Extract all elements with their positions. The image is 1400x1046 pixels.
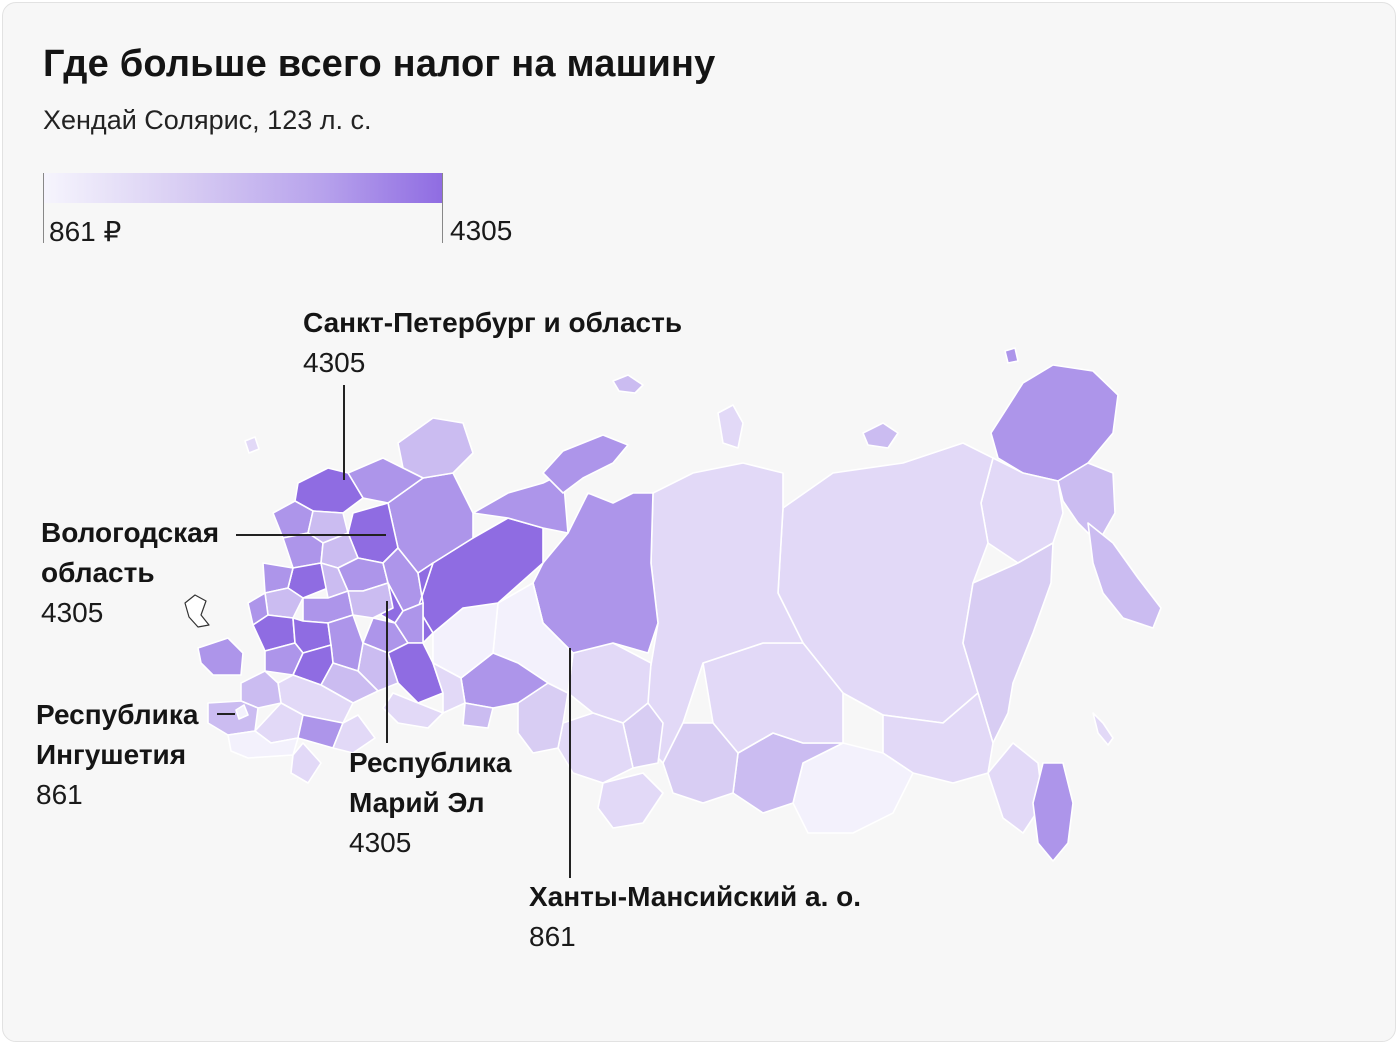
leader-line-khanty (569, 648, 571, 878)
region-orenburg (382, 692, 444, 729)
color-scale-min-label: 861 ₽ (49, 216, 122, 247)
region-nenets (472, 472, 569, 534)
annotation-vologda-value: 4305 (41, 597, 104, 628)
region-altai (597, 772, 664, 829)
region-chelyabinsk (432, 662, 466, 714)
annotation-spb-value: 4305 (303, 347, 366, 378)
annotation-ingushetia-value: 861 (36, 779, 83, 810)
annotation-mari-el-name: Республика Марий Эл (349, 747, 512, 818)
region-tver (282, 532, 324, 569)
color-scale-min-tick (43, 173, 44, 243)
region-franz-josef (612, 374, 644, 394)
region-rostov (240, 670, 282, 709)
region-novosibirsk-islands (862, 422, 899, 449)
region-murmansk (397, 417, 474, 479)
region-crimea (197, 637, 244, 676)
region-zabaykalsky (792, 742, 914, 834)
russia-regions-map (184, 347, 1162, 862)
leader-line-ingushetia (217, 713, 235, 715)
region-kaliningrad (184, 594, 210, 628)
annotation-spb-name: Санкт-Петербург и область (303, 307, 683, 338)
region-dagestan (290, 742, 322, 784)
region-kurgan (462, 702, 494, 729)
region-novosibirsk (557, 712, 634, 784)
region-kamchatka (1087, 522, 1162, 629)
region-krasnodar (207, 700, 259, 736)
leader-line-spb (343, 385, 345, 480)
region-khabarovsk (962, 542, 1054, 744)
region-tuva (662, 722, 739, 804)
region-north-caucasus (227, 730, 299, 759)
annotation-ingushetia-name: Республика Ингушетия (36, 699, 199, 770)
color-scale-max-tick (442, 173, 443, 243)
region-wrangel (1004, 347, 1019, 364)
color-scale-max-label: 4305 (450, 215, 513, 246)
region-ingushetia (235, 704, 249, 720)
color-scale-bar (43, 173, 443, 203)
region-krasnoyarsk (642, 462, 804, 764)
chart-subtitle: Хендай Солярис, 123 л. с. (43, 105, 372, 135)
chart-title: Где больше всего налог на машину (43, 43, 716, 85)
region-astrakhan (332, 714, 376, 754)
region-svalbard-edge (244, 436, 260, 454)
region-sakhalin (1032, 762, 1074, 862)
annotation-vologda-name: Вологодская область (41, 517, 220, 588)
annotation-khanty-name: Ханты-Мансийский а. о. (529, 881, 862, 912)
region-koryak (1057, 462, 1116, 544)
region-kuril (1092, 712, 1114, 746)
leader-line-vologda (236, 534, 386, 536)
region-tomsk (567, 642, 652, 724)
region-severnaya-zemlya (717, 404, 744, 449)
annotation-khanty-value: 861 (529, 921, 576, 952)
region-chukotka (990, 364, 1119, 482)
region-novaya-zemlya (542, 434, 629, 494)
leader-line-mari-el (386, 601, 388, 743)
annotation-mari-el-value: 4305 (349, 827, 412, 858)
